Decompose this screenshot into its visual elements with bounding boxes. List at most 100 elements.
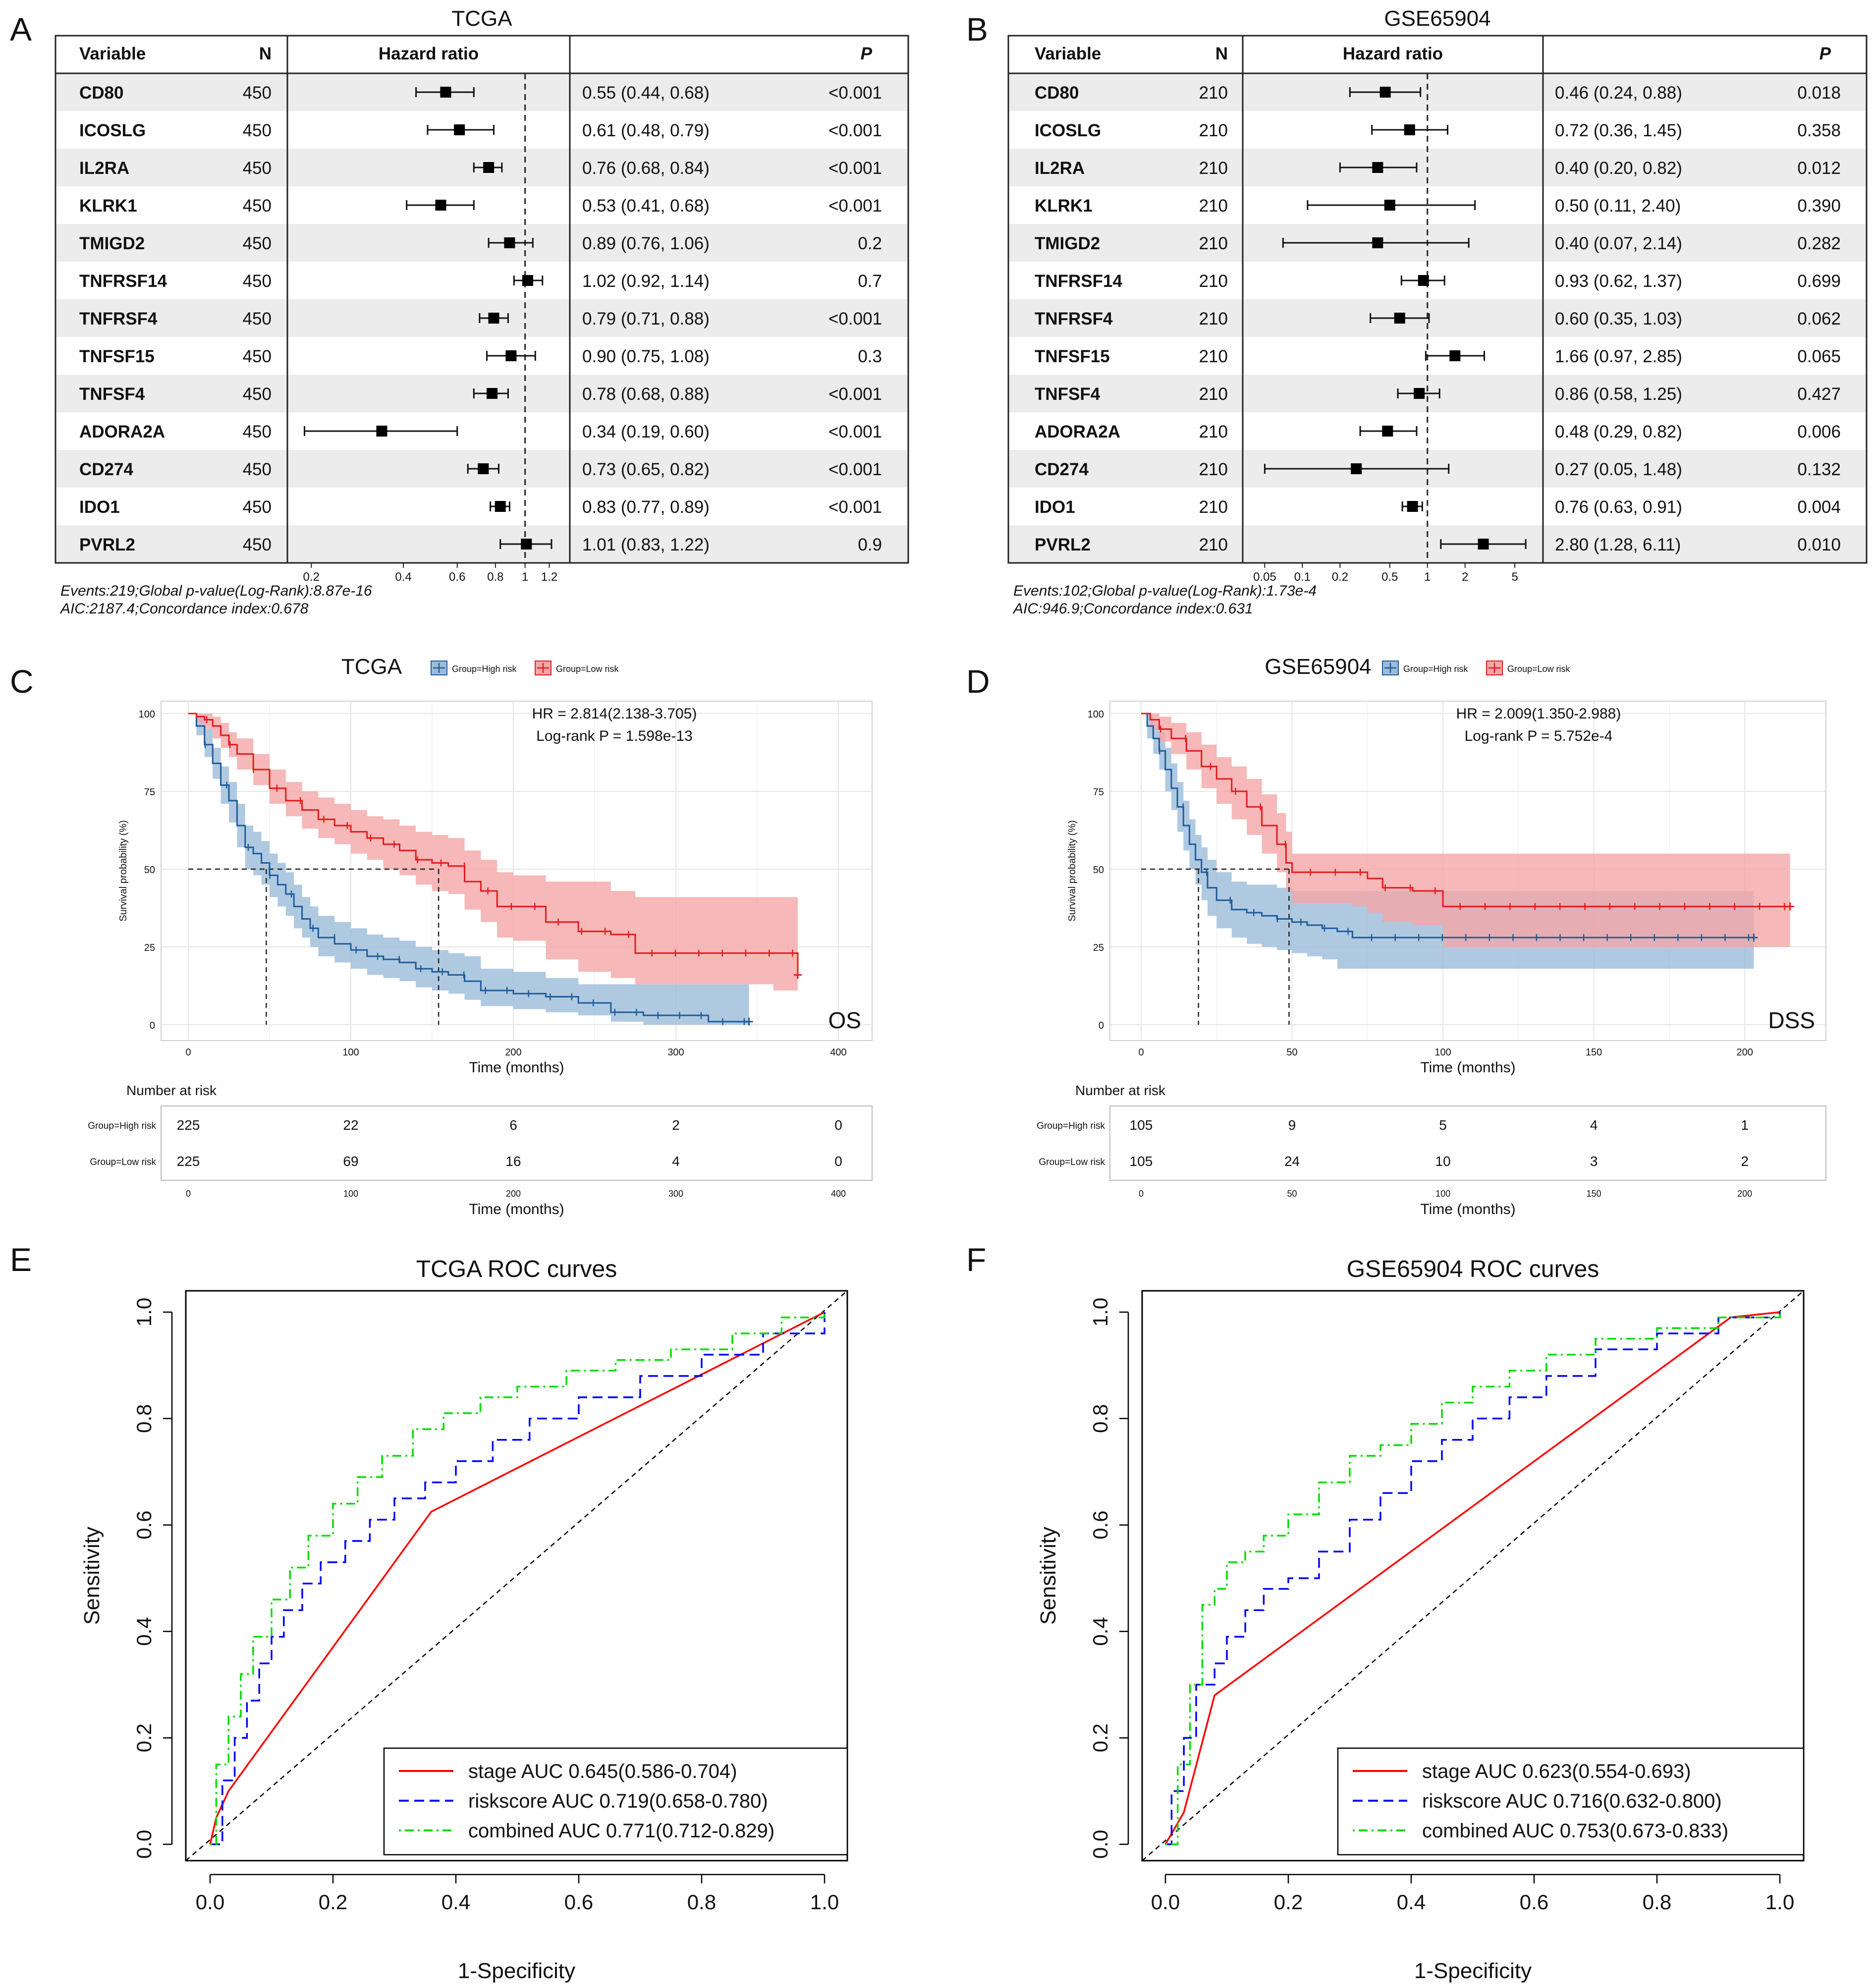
km-y-tick-label: 100 bbox=[1088, 709, 1104, 720]
roc-reference-diagonal bbox=[1142, 1290, 1804, 1861]
forest-ci-text: 0.50 (0.11, 2.40) bbox=[1555, 196, 1681, 216]
km-x-tick-label: 200 bbox=[505, 1047, 521, 1058]
forest-header-variable: Variable bbox=[1035, 44, 1101, 63]
roc-x-tick-label: 0.8 bbox=[687, 1890, 716, 1914]
km-risk-title: Number at risk bbox=[1075, 1083, 1166, 1098]
forest-header-n: N bbox=[259, 44, 272, 63]
forest-ci-text: 0.78 (0.68, 0.88) bbox=[582, 385, 710, 404]
roc-title: TCGA ROC curves bbox=[416, 1256, 617, 1282]
roc-legend-label-combined: combined AUC 0.771(0.712-0.829) bbox=[468, 1820, 774, 1842]
panel-letter-c: C bbox=[10, 663, 34, 700]
forest-n-value: 450 bbox=[243, 347, 272, 366]
km-y-tick-label: 50 bbox=[1093, 865, 1104, 876]
forest-point-estimate bbox=[1384, 200, 1395, 211]
roc-y-tick-label: 0.4 bbox=[132, 1617, 156, 1646]
km-risk-x-tick-label: 200 bbox=[506, 1189, 521, 1199]
km-y-tick-label: 50 bbox=[144, 865, 155, 876]
forest-variable-label: IDO1 bbox=[79, 497, 120, 517]
forest-point-estimate bbox=[1449, 350, 1461, 361]
roc-legend-box bbox=[1337, 1747, 1805, 1856]
forest-footer-line-2: AIC:946.9;Concordance index:0.631 bbox=[1012, 601, 1253, 617]
roc-x-tick-label: 0.2 bbox=[1274, 1890, 1303, 1914]
forest-point-estimate bbox=[1372, 237, 1383, 248]
forest-p-value: <0.001 bbox=[828, 422, 882, 442]
forest-ci-text: 0.40 (0.07, 2.14) bbox=[1555, 234, 1682, 253]
forest-n-value: 210 bbox=[1199, 535, 1228, 554]
roc-legend-label-stage: stage AUC 0.623(0.554-0.693) bbox=[1422, 1761, 1691, 1782]
forest-header-hr: Hazard ratio bbox=[1343, 44, 1443, 63]
forest-ci-text: 0.90 (0.75, 1.08) bbox=[582, 347, 710, 366]
km-risk-row-label: Group=Low risk bbox=[90, 1157, 156, 1167]
roc-x-tick-label: 0.4 bbox=[441, 1890, 470, 1914]
roc-y-tick-label: 0.6 bbox=[1089, 1510, 1112, 1539]
forest-variable-label: TNFSF15 bbox=[1035, 347, 1110, 366]
km-legend-mark-low bbox=[537, 663, 549, 673]
forest-p-value: <0.001 bbox=[828, 460, 882, 479]
forest-tick-label: 0.6 bbox=[449, 570, 465, 584]
roc-x-tick-label: 0.2 bbox=[319, 1890, 347, 1914]
forest-n-value: 450 bbox=[243, 234, 272, 253]
forest-point-estimate bbox=[435, 200, 446, 211]
km-y-tick-label: 0 bbox=[1099, 1020, 1104, 1031]
forest-n-value: 210 bbox=[1199, 234, 1228, 253]
forest-point-estimate bbox=[495, 501, 506, 512]
forest-point-estimate bbox=[1414, 388, 1425, 399]
km-x-tick-label: 100 bbox=[342, 1047, 359, 1058]
forest-ci-text: 1.01 (0.83, 1.22) bbox=[582, 535, 710, 554]
forest-n-value: 210 bbox=[1199, 159, 1228, 178]
roc-x-axis-label: 1-Specificity bbox=[458, 1959, 575, 1983]
km-risk-count: 0 bbox=[834, 1154, 842, 1169]
forest-tick-label: 0.5 bbox=[1381, 570, 1398, 584]
forest-tick-label: 2 bbox=[1462, 570, 1468, 584]
forest-point-estimate bbox=[376, 426, 387, 437]
km-hr-text: HR = 2.009(1.350-2.988) bbox=[1456, 706, 1621, 722]
forest-tick-label: 1 bbox=[522, 570, 528, 584]
forest-variable-label: TNFSF15 bbox=[79, 347, 155, 366]
forest-n-value: 450 bbox=[243, 497, 272, 517]
km-logrank-text: Log-rank P = 5.752e-4 bbox=[1465, 728, 1613, 744]
forest-point-estimate bbox=[505, 350, 517, 361]
forest-point-estimate bbox=[1379, 87, 1391, 98]
roc-reference-diagonal bbox=[185, 1290, 848, 1861]
forest-p-value: 0.062 bbox=[1797, 309, 1841, 329]
forest-ci-text: 0.61 (0.48, 0.79) bbox=[582, 121, 710, 140]
forest-variable-label: IL2RA bbox=[79, 159, 129, 178]
forest-n-value: 450 bbox=[243, 196, 272, 216]
panel-letter-d: D bbox=[966, 663, 990, 700]
forest-ci-text: 0.72 (0.36, 1.45) bbox=[1555, 121, 1682, 140]
roc-y-tick-label: 0.4 bbox=[1089, 1617, 1112, 1646]
km-risk-count: 225 bbox=[177, 1154, 200, 1169]
forest-tick-label: 0.4 bbox=[395, 570, 411, 584]
roc-y-tick-label: 0.8 bbox=[132, 1404, 156, 1433]
forest-p-value: 0.065 bbox=[1797, 347, 1841, 366]
km-hr-text: HR = 2.814(2.138-3.705) bbox=[532, 706, 697, 722]
forest-variable-label: TMIGD2 bbox=[1035, 234, 1100, 253]
forest-ci-text: 0.86 (0.58, 1.25) bbox=[1555, 385, 1682, 404]
km-risk-x-tick-label: 150 bbox=[1587, 1189, 1601, 1199]
km-legend-label-high: Group=High risk bbox=[1403, 664, 1469, 674]
forest-plot-a: TCGA Variable N Hazard ratio P CD80 450 0.55 (0… bbox=[55, 6, 909, 617]
forest-variable-label: TNFSF4 bbox=[79, 385, 145, 404]
km-risk-count: 0 bbox=[834, 1117, 842, 1133]
km-curve-high-risk bbox=[1141, 713, 1754, 939]
forest-tick-label: 0.05 bbox=[1253, 570, 1276, 584]
forest-frame bbox=[55, 35, 909, 564]
forest-p-value: 0.358 bbox=[1797, 121, 1841, 140]
km-censor-mark bbox=[794, 971, 802, 979]
km-risk-count: 2 bbox=[1741, 1154, 1749, 1169]
forest-row-band bbox=[1008, 299, 1867, 337]
forest-ci-text: 0.34 (0.19, 0.60) bbox=[582, 422, 710, 442]
forest-p-value: 0.006 bbox=[1797, 422, 1841, 442]
km-endpoint-label: DSS bbox=[1768, 1007, 1815, 1033]
km-risk-frame bbox=[161, 1105, 873, 1181]
forest-point-estimate bbox=[488, 313, 499, 324]
forest-p-value: 0.004 bbox=[1797, 497, 1841, 517]
forest-point-estimate bbox=[1351, 463, 1362, 474]
forest-p-value: <0.001 bbox=[828, 196, 882, 216]
forest-n-value: 210 bbox=[1199, 196, 1228, 216]
roc-curve-combined bbox=[1165, 1312, 1781, 1845]
roc-legend-box bbox=[383, 1747, 848, 1856]
forest-header-p: P bbox=[1819, 44, 1831, 63]
roc-x-tick-label: 0.8 bbox=[1643, 1890, 1671, 1914]
km-risk-count: 225 bbox=[177, 1117, 200, 1133]
